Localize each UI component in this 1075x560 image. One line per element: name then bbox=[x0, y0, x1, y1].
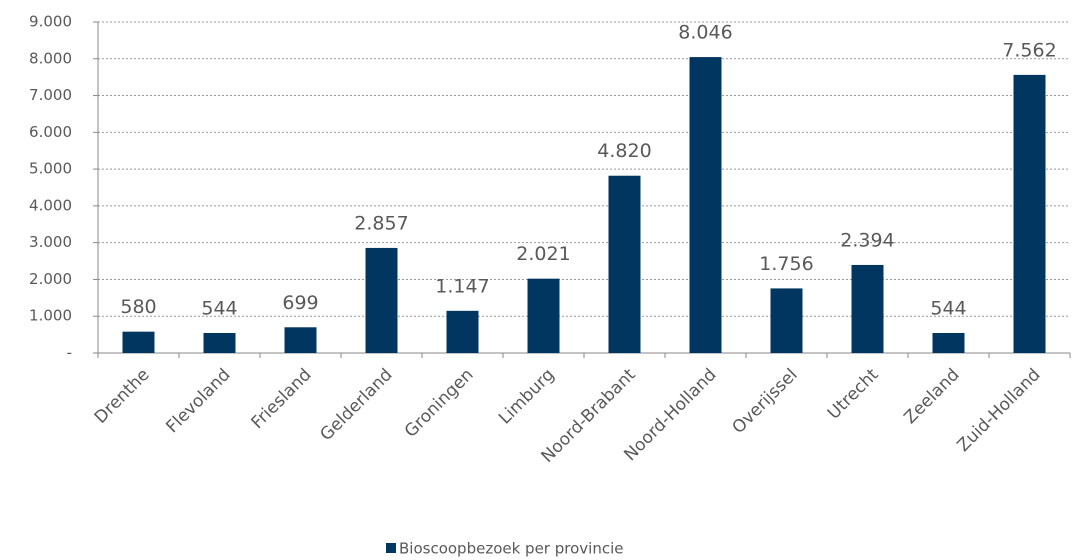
legend-label: Bioscoopbezoek per provincie bbox=[399, 540, 623, 558]
x-tick-label: Utrecht bbox=[824, 365, 883, 424]
x-tick-label: Gelderland bbox=[316, 365, 396, 445]
value-label: 580 bbox=[120, 296, 156, 318]
bar bbox=[365, 247, 398, 353]
bar bbox=[122, 331, 155, 353]
value-label: 544 bbox=[930, 297, 966, 319]
x-tick-label: Limburg bbox=[495, 365, 559, 429]
bar bbox=[203, 332, 236, 353]
x-tick-label: Overijssel bbox=[729, 365, 802, 438]
x-tick-label: Groningen bbox=[401, 365, 478, 442]
bar bbox=[1013, 74, 1046, 353]
value-label: 2.857 bbox=[354, 212, 408, 234]
bar bbox=[770, 288, 803, 353]
bar bbox=[527, 278, 560, 353]
x-tick-label: Flevoland bbox=[162, 365, 234, 437]
value-label: 544 bbox=[201, 297, 237, 319]
value-label: 7.562 bbox=[1002, 39, 1056, 61]
y-tick-label: 3.000 bbox=[29, 233, 72, 251]
legend-swatch bbox=[386, 543, 396, 553]
y-tick-label: 6.000 bbox=[29, 123, 72, 141]
value-label: 1.147 bbox=[435, 275, 489, 297]
y-tick-label: 2.000 bbox=[29, 270, 72, 288]
value-label: 699 bbox=[282, 292, 318, 314]
value-label: 4.820 bbox=[597, 140, 651, 162]
x-tick-label: Drenthe bbox=[91, 365, 154, 428]
x-tick-label: Zuid-Holland bbox=[954, 365, 1045, 456]
y-tick-label: 8.000 bbox=[29, 49, 72, 67]
x-tick-label: Friesland bbox=[247, 365, 315, 433]
y-tick-label: 9.000 bbox=[29, 13, 72, 31]
y-tick-label: - bbox=[67, 344, 72, 362]
y-tick-label: 4.000 bbox=[29, 196, 72, 214]
x-tick-label: Zeeland bbox=[900, 365, 963, 428]
bar bbox=[689, 57, 722, 353]
value-label: 2.394 bbox=[840, 229, 894, 251]
bar bbox=[851, 264, 884, 353]
value-label: 2.021 bbox=[516, 243, 570, 265]
value-label: 8.046 bbox=[678, 22, 732, 44]
y-tick-label: 7.000 bbox=[29, 86, 72, 104]
y-tick-label: 5.000 bbox=[29, 160, 72, 178]
y-tick-label: 1.000 bbox=[29, 307, 72, 325]
bar bbox=[608, 175, 641, 353]
bar bbox=[446, 310, 479, 353]
value-label: 1.756 bbox=[759, 253, 813, 275]
bar bbox=[932, 332, 965, 353]
bar bbox=[284, 327, 317, 353]
